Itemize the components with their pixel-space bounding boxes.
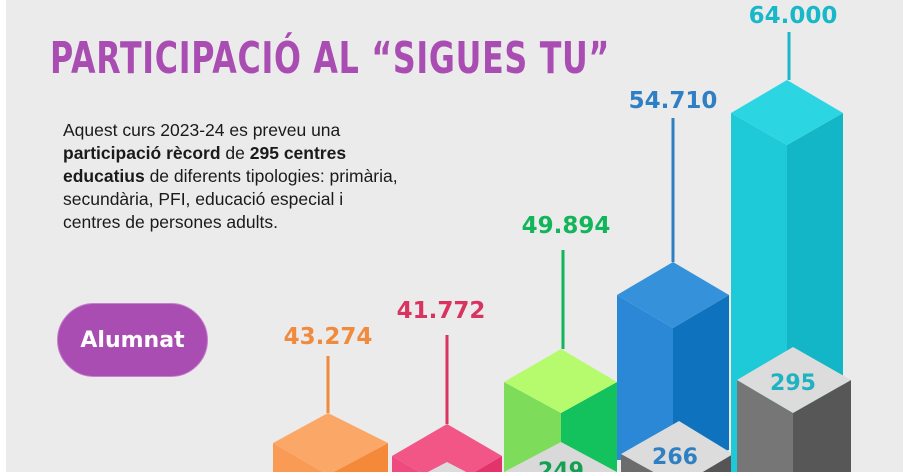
bar-4-centres: 266 (652, 445, 698, 470)
bar-3-centres: 249 (538, 459, 584, 472)
bar-2-value: 41.772 (397, 298, 486, 324)
alumnat-badge: Alumnat (57, 303, 208, 377)
desc-part-3: de diferents tipologies: primària, secun… (63, 166, 398, 232)
bar-2: 41.772 (392, 298, 502, 472)
bar-1-value: 43.274 (284, 324, 373, 350)
desc-bold-1: participació rècord (63, 143, 221, 163)
bar-3: 249 49.894 (504, 213, 617, 472)
bar-3-value: 49.894 (522, 213, 611, 239)
desc-part-2: de (220, 143, 250, 163)
bar-5: 295 64.000 (731, 3, 851, 472)
bar-4-value: 54.710 (629, 88, 718, 114)
bar-1: 43.274 (273, 324, 388, 472)
bar-5-value: 64.000 (749, 3, 838, 29)
bar-4: 266 54.710 (617, 88, 733, 472)
desc-part-1: Aquest curs 2023-24 es preveu una (63, 120, 341, 140)
bar-5-centres: 295 (770, 371, 816, 396)
page-title: PARTICIPACIÓ AL “SIGUES TU” (50, 33, 611, 84)
desc-bold-2: 295 centres educatius (63, 143, 347, 186)
description-text: Aquest curs 2023-24 es preveu una partic… (63, 119, 403, 234)
